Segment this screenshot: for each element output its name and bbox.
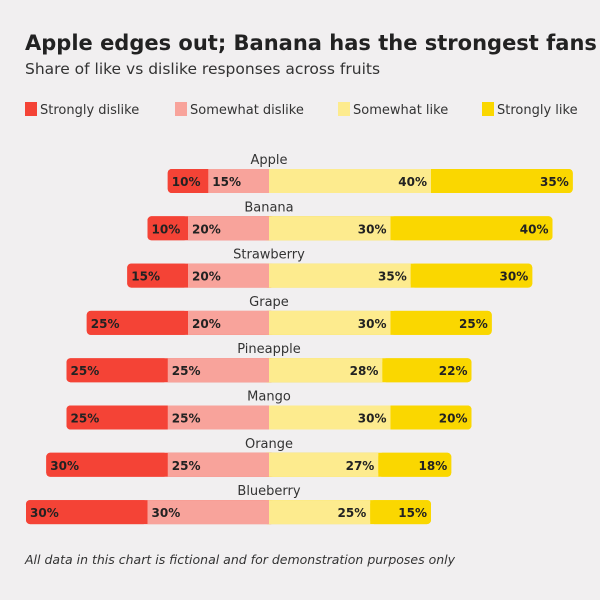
bar-strongly-dislike	[46, 452, 168, 477]
chart-title: Apple edges out; Banana has the stronges…	[25, 31, 597, 55]
bar-strongly-dislike	[66, 405, 168, 430]
legend-swatch-somewhat-dislike	[175, 102, 187, 116]
bar-strongly-like	[431, 169, 573, 193]
bar-row-grape: Grape 25% 20% 30% 25%	[86, 295, 492, 335]
value-label: 27%	[346, 459, 375, 473]
bar-strongly-like	[390, 310, 492, 335]
bar-somewhat-like	[269, 169, 431, 193]
legend-swatch-somewhat-like	[338, 102, 350, 116]
category-label: Pineapple	[237, 342, 300, 357]
value-label: 30%	[500, 270, 529, 284]
bar-somewhat-like	[269, 310, 391, 335]
value-label: 35%	[540, 175, 569, 189]
value-label: 25%	[71, 412, 100, 426]
bar-strongly-dislike	[26, 500, 148, 525]
value-label: 28%	[350, 364, 379, 378]
chart-footnote: All data in this chart is fictional and …	[24, 552, 456, 567]
value-label: 10%	[152, 222, 181, 236]
bar-row-mango: Mango 25% 25% 30% 20%	[66, 390, 472, 430]
value-label: 40%	[398, 175, 427, 189]
bar-strongly-like	[378, 452, 452, 477]
chart-subtitle: Share of like vs dislike responses acros…	[25, 60, 380, 78]
category-label: Mango	[247, 390, 291, 405]
value-label: 30%	[152, 506, 181, 520]
value-label: 25%	[459, 317, 488, 331]
value-label: 25%	[172, 412, 201, 426]
value-label: 25%	[338, 506, 367, 520]
value-label: 40%	[520, 222, 549, 236]
category-label: Banana	[244, 200, 293, 215]
bar-strongly-like	[410, 263, 533, 288]
value-label: 25%	[91, 317, 120, 331]
value-label: 25%	[71, 364, 100, 378]
bar-strongly-like	[382, 358, 472, 383]
value-label: 35%	[378, 270, 407, 284]
value-label: 20%	[192, 317, 221, 331]
bar-somewhat-like	[269, 216, 391, 241]
legend: Strongly dislike Somewhat dislike Somewhat…	[25, 102, 578, 118]
bar-row-banana: Banana 10% 20% 30% 40%	[147, 200, 553, 241]
value-label: 30%	[358, 222, 387, 236]
value-label: 22%	[439, 364, 468, 378]
legend-label-somewhat-dislike: Somewhat dislike	[190, 103, 304, 118]
bar-row-blueberry: Blueberry 30% 30% 25% 15%	[26, 484, 431, 525]
value-label: 20%	[192, 222, 221, 236]
value-label: 20%	[192, 270, 221, 284]
value-label: 30%	[30, 506, 59, 520]
bar-row-orange: Orange 30% 25% 27% 18%	[46, 437, 452, 477]
bar-row-apple: Apple 10% 15% 40% 35%	[167, 153, 573, 193]
bar-strongly-dislike	[127, 263, 188, 288]
category-label: Blueberry	[237, 484, 300, 499]
value-label: 25%	[172, 459, 201, 473]
legend-label-strongly-like: Strongly like	[497, 103, 578, 118]
value-label: 25%	[172, 364, 201, 378]
bar-somewhat-dislike	[188, 216, 269, 241]
category-label: Apple	[250, 153, 287, 168]
bar-somewhat-like	[269, 500, 371, 525]
legend-swatch-strongly-dislike	[25, 102, 37, 116]
bar-row-pineapple: Pineapple 25% 25% 28% 22%	[66, 342, 472, 383]
value-label: 15%	[131, 270, 160, 284]
category-label: Grape	[249, 295, 289, 310]
legend-swatch-strongly-like	[482, 102, 494, 116]
value-label: 30%	[50, 459, 79, 473]
bar-somewhat-like	[269, 405, 391, 430]
bar-strongly-like	[370, 500, 431, 525]
bar-row-strawberry: Strawberry 15% 20% 35% 30%	[127, 248, 533, 288]
bar-strongly-dislike	[66, 358, 168, 383]
value-label: 20%	[439, 412, 468, 426]
bar-somewhat-like	[269, 358, 383, 383]
bar-somewhat-dislike	[167, 405, 269, 430]
value-label: 15%	[398, 506, 427, 520]
category-label: Orange	[245, 437, 293, 452]
legend-label-somewhat-like: Somewhat like	[353, 103, 448, 118]
bar-somewhat-like	[269, 452, 379, 477]
bar-somewhat-dislike	[167, 358, 269, 383]
legend-label-strongly-dislike: Strongly dislike	[40, 103, 139, 118]
bar-somewhat-dislike	[147, 500, 269, 525]
bar-strongly-like	[390, 405, 472, 430]
bar-strongly-dislike	[167, 169, 209, 193]
bar-somewhat-dislike	[208, 169, 269, 193]
bar-strongly-dislike	[86, 310, 188, 335]
value-label: 30%	[358, 412, 387, 426]
bars-area: Apple 10% 15% 40% 35% Banana 10% 20% 30% 40% Straw…	[26, 153, 573, 525]
bar-strongly-dislike	[147, 216, 188, 241]
bar-strongly-like	[390, 216, 553, 241]
bar-somewhat-dislike	[167, 452, 269, 477]
category-label: Strawberry	[233, 248, 305, 263]
bar-somewhat-dislike	[188, 263, 269, 288]
bar-somewhat-dislike	[188, 310, 269, 335]
value-label: 10%	[172, 175, 201, 189]
bar-somewhat-like	[269, 263, 411, 288]
value-label: 15%	[212, 175, 241, 189]
value-label: 30%	[358, 317, 387, 331]
value-label: 18%	[419, 459, 448, 473]
